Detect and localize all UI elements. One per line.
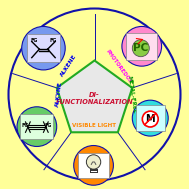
Polygon shape	[57, 60, 132, 132]
Circle shape	[122, 26, 162, 66]
FancyBboxPatch shape	[78, 153, 109, 178]
Text: FG: FG	[49, 38, 57, 43]
Text: M: M	[146, 114, 155, 124]
Text: VISIBLE LIGHT: VISIBLE LIGHT	[72, 123, 116, 128]
Text: PC: PC	[133, 43, 148, 53]
FancyBboxPatch shape	[20, 114, 53, 139]
Text: PHOTOREDOX: PHOTOREDOX	[105, 49, 132, 85]
Text: FG: FG	[21, 123, 29, 128]
Circle shape	[74, 146, 113, 185]
Circle shape	[22, 26, 65, 70]
FancyBboxPatch shape	[27, 35, 60, 62]
Text: ALKENE: ALKENE	[60, 54, 78, 78]
Circle shape	[9, 9, 180, 180]
FancyBboxPatch shape	[126, 33, 157, 60]
Text: DI-
FUNCTIONALIZATION: DI- FUNCTIONALIZATION	[56, 92, 133, 105]
FancyBboxPatch shape	[136, 105, 165, 131]
Text: FG: FG	[45, 123, 52, 128]
Circle shape	[132, 40, 149, 57]
Text: ALKYNE: ALKYNE	[56, 81, 64, 108]
Text: FG: FG	[30, 38, 38, 43]
Circle shape	[17, 107, 57, 146]
Circle shape	[132, 100, 168, 136]
Circle shape	[142, 111, 158, 127]
Circle shape	[86, 155, 101, 169]
Text: METAL-FREE: METAL-FREE	[126, 75, 136, 114]
